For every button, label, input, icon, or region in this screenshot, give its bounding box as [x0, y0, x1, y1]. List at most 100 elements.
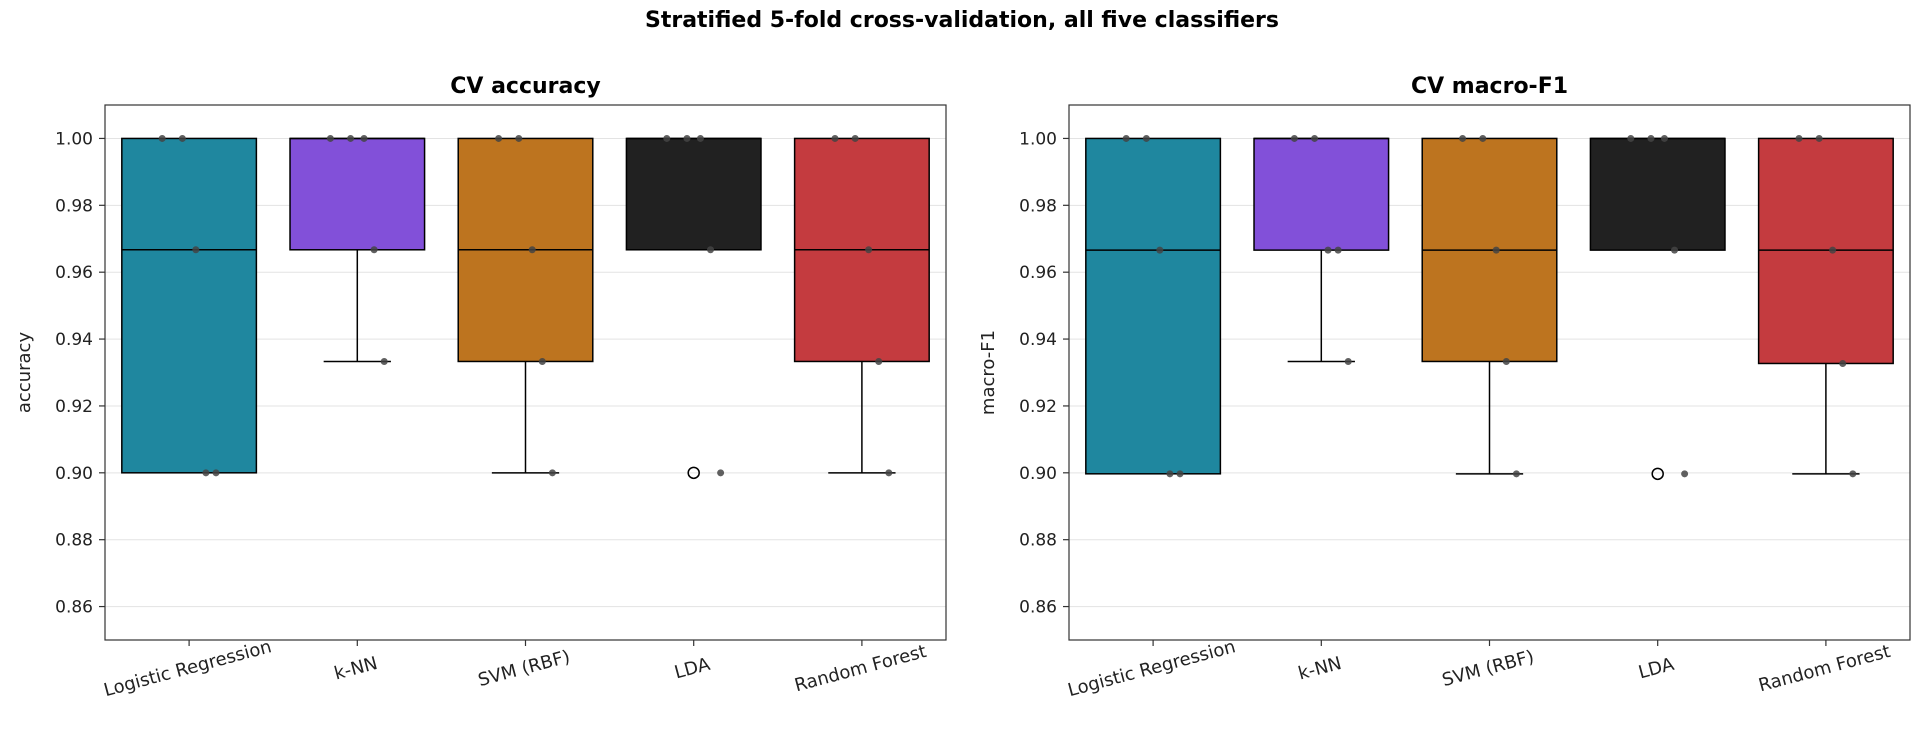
fold-point	[1344, 357, 1352, 365]
figure-suptitle: Stratified 5-fold cross-validation, all …	[644, 8, 1279, 33]
y-tick-label: 0.94	[55, 330, 93, 350]
box-body	[1589, 137, 1726, 251]
fold-point	[1142, 134, 1150, 142]
fold-point	[875, 357, 883, 365]
y-tick-label: 0.98	[55, 196, 93, 216]
x-tick-label: LDA	[672, 654, 713, 684]
fold-point	[370, 246, 378, 254]
y-tick-label: 0.92	[1019, 397, 1057, 417]
fold-point	[885, 469, 893, 477]
fold-point	[548, 469, 556, 477]
y-tick-label: 0.98	[1019, 196, 1057, 216]
y-tick-label: 0.86	[1019, 598, 1057, 618]
y-tick-label: 0.90	[55, 464, 93, 484]
chart-panel-2: 0.86 0.88 0.90 0.92 0.94 0.96 0.98 1.00 Logistic…	[978, 74, 1911, 701]
fold-point	[158, 134, 166, 142]
fold-point	[1849, 470, 1857, 478]
fold-point	[696, 134, 704, 142]
y-tick-label: 0.88	[1019, 531, 1057, 551]
box-5	[1757, 137, 1894, 475]
fold-point	[1815, 134, 1823, 142]
fold-point	[1459, 134, 1467, 142]
fold-point	[178, 134, 186, 142]
fold-point	[1502, 357, 1510, 365]
fold-point	[1311, 134, 1319, 142]
x-tick-label: Random Forest	[792, 641, 928, 696]
fold-point	[1122, 134, 1130, 142]
y-axis-label: accuracy	[14, 332, 35, 414]
fold-point	[1660, 134, 1668, 142]
x-tick-label: Random Forest	[1756, 641, 1892, 696]
fold-point	[683, 134, 691, 142]
x-tick-label: SVM (RBF)	[476, 646, 572, 691]
fold-point	[1166, 470, 1174, 478]
fold-point	[202, 469, 210, 477]
x-tick-label: SVM (RBF)	[1440, 646, 1536, 691]
box-body	[289, 137, 426, 251]
fold-point	[1647, 134, 1655, 142]
panel-title: CV accuracy	[450, 74, 601, 99]
x-tick-label: k-NN	[332, 653, 380, 685]
x-tick-label: Logistic Regression	[102, 636, 274, 701]
y-tick-label: 1.00	[1019, 129, 1057, 149]
fold-point	[851, 134, 859, 142]
fold-point	[538, 357, 546, 365]
fold-point	[717, 469, 725, 477]
x-tick-label: k-NN	[1296, 653, 1344, 685]
fold-point	[515, 134, 523, 142]
y-tick-label: 0.96	[55, 263, 93, 283]
box-body	[625, 137, 762, 251]
fold-point	[528, 246, 536, 254]
y-tick-label: 0.86	[55, 598, 93, 618]
fold-point	[347, 134, 355, 142]
panel-title: CV macro-F1	[1411, 74, 1568, 99]
fold-point	[1681, 470, 1689, 478]
fold-point	[1829, 246, 1837, 254]
fold-point	[495, 134, 503, 142]
box-3	[457, 137, 594, 474]
fold-point	[1290, 134, 1298, 142]
box-4	[1589, 137, 1726, 481]
outlier-marker	[1651, 467, 1664, 481]
fold-point	[865, 246, 873, 254]
fold-point	[326, 134, 334, 142]
fold-point	[1334, 246, 1342, 254]
box-3	[1421, 137, 1558, 475]
fold-point	[212, 469, 220, 477]
outlier-marker	[687, 466, 700, 480]
fold-point	[707, 246, 715, 254]
box-2	[1253, 137, 1390, 363]
box-1	[1085, 137, 1222, 475]
box-body	[1085, 137, 1222, 475]
fold-point	[380, 357, 388, 365]
box-body	[1757, 137, 1894, 365]
fold-point	[1795, 134, 1803, 142]
fold-point	[1156, 246, 1164, 254]
x-tick-label: LDA	[1636, 654, 1677, 684]
fold-point	[1324, 246, 1332, 254]
fold-point	[1839, 359, 1847, 367]
fold-point	[1176, 470, 1184, 478]
fold-point	[1479, 134, 1487, 142]
chart-panel-1: 0.86 0.88 0.90 0.92 0.94 0.96 0.98 1.00 Logistic…	[14, 74, 947, 701]
fold-point	[192, 246, 200, 254]
box-4	[625, 137, 762, 480]
fold-point	[360, 134, 368, 142]
y-axis-label: macro-F1	[978, 330, 999, 415]
fold-point	[1671, 246, 1679, 254]
y-tick-label: 1.00	[55, 129, 93, 149]
y-tick-label: 0.92	[55, 397, 93, 417]
box-body	[121, 137, 258, 474]
fold-point	[1627, 134, 1635, 142]
fold-point	[1512, 470, 1520, 478]
x-tick-label: Logistic Regression	[1066, 636, 1238, 701]
box-1	[121, 137, 258, 474]
box-5	[793, 137, 930, 474]
box-2	[289, 137, 426, 363]
fold-point	[1492, 246, 1500, 254]
y-tick-label: 0.96	[1019, 263, 1057, 283]
fold-point	[831, 134, 839, 142]
y-tick-label: 0.88	[55, 531, 93, 551]
fold-point	[663, 134, 671, 142]
